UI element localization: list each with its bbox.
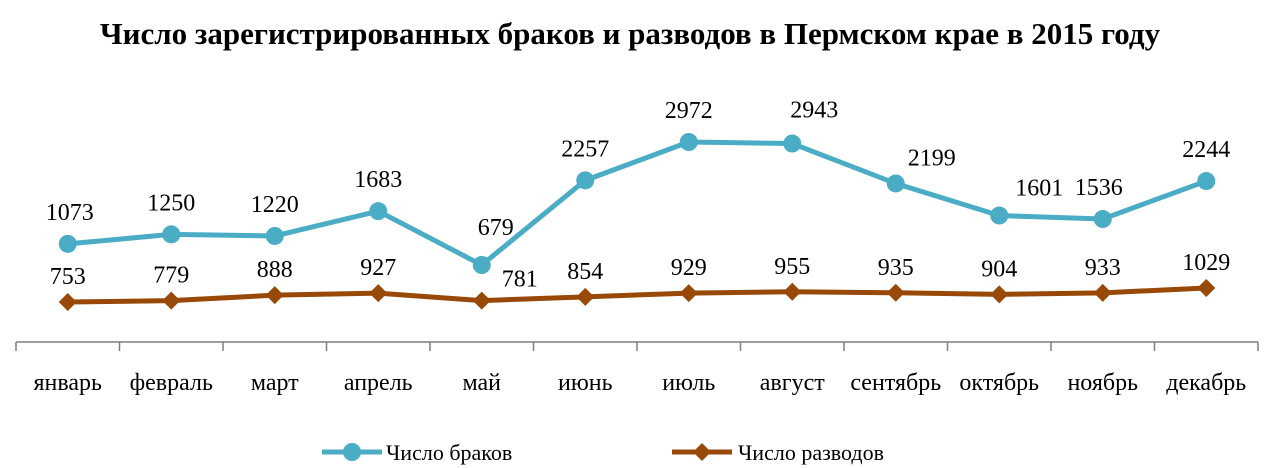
x-tick-label: декабрь	[1166, 370, 1246, 396]
marriages-data-label: 2244	[1182, 137, 1230, 163]
x-tick-label: август	[760, 370, 825, 396]
x-tick-label: июнь	[558, 370, 613, 396]
divorces-data-label: 1029	[1182, 250, 1230, 276]
legend-label: Число браков	[386, 440, 512, 465]
divorces-data-label: 933	[1085, 255, 1121, 281]
marriages-point	[783, 134, 802, 153]
marriages-data-label: 1536	[1075, 175, 1123, 201]
divorces-data-label: 904	[981, 256, 1017, 282]
x-tick-label: ноябрь	[1067, 370, 1138, 396]
marriages-point	[886, 174, 905, 193]
marriages-point	[472, 256, 491, 274]
marriages-data-label: 2199	[908, 145, 956, 171]
legend-label: Число разводов	[738, 440, 884, 465]
x-tick-label: март	[251, 370, 299, 396]
divorces-data-label: 927	[360, 255, 396, 281]
marriages-data-label: 1073	[46, 200, 94, 226]
marriages-point	[1197, 172, 1216, 191]
divorces-data-label: 854	[567, 259, 603, 285]
divorces-point	[886, 283, 905, 302]
x-tick-label: июль	[662, 370, 715, 396]
marriages-data-label: 1220	[251, 192, 299, 218]
marriages-data-label: 2257	[561, 136, 609, 162]
divorces-point	[1093, 283, 1112, 302]
divorces-point	[1197, 279, 1216, 297]
divorces-data-label: 779	[153, 263, 189, 289]
marriages-point	[679, 133, 698, 151]
marriages-data-label: 1250	[147, 190, 195, 216]
divorces-data-label: 781	[502, 267, 538, 293]
divorces-point	[162, 291, 181, 310]
marriages-point	[369, 202, 388, 221]
x-tick-label: сентябрь	[850, 370, 941, 396]
x-tick-label: апрель	[344, 370, 413, 396]
divorces-point	[679, 284, 698, 303]
divorces-point	[369, 284, 388, 303]
divorces-point	[576, 287, 595, 306]
divorces-data-label: 753	[50, 264, 86, 290]
divorces-point	[783, 282, 802, 301]
marriages-point	[576, 171, 595, 190]
divorces-point	[990, 285, 1009, 304]
marriages-data-label: 679	[478, 215, 514, 241]
series-line-marriages	[67, 139, 1208, 268]
divorces-point	[265, 286, 284, 305]
marriages-data-label: 1601	[1015, 176, 1063, 202]
series-line-divorces	[67, 285, 1207, 305]
x-tick-label: май	[462, 370, 501, 396]
divorces-data-label: 888	[257, 257, 293, 283]
marriages-point	[1093, 210, 1112, 229]
x-tick-label: октябрь	[959, 370, 1039, 396]
divorces-data-label: 935	[878, 255, 914, 281]
marriages-point	[265, 226, 284, 245]
marriages-data-label: 1683	[354, 167, 402, 193]
marriages-data-label: 2943	[790, 98, 838, 124]
divorces-data-label: 955	[774, 254, 810, 280]
chart-title: Число зарегистрированных браков и развод…	[99, 16, 1161, 51]
divorces-data-label: 929	[671, 255, 707, 281]
divorces-point	[58, 293, 77, 311]
legend-marker	[343, 443, 361, 461]
marriages-point	[58, 234, 77, 253]
divorces-point	[472, 291, 491, 310]
legend-marker	[693, 443, 711, 461]
x-tick-label: январь	[34, 370, 103, 396]
marriages-point	[990, 206, 1009, 225]
x-tick-label: февраль	[130, 370, 213, 396]
marriages-point	[162, 225, 181, 244]
marriages-data-label: 2972	[665, 98, 713, 124]
